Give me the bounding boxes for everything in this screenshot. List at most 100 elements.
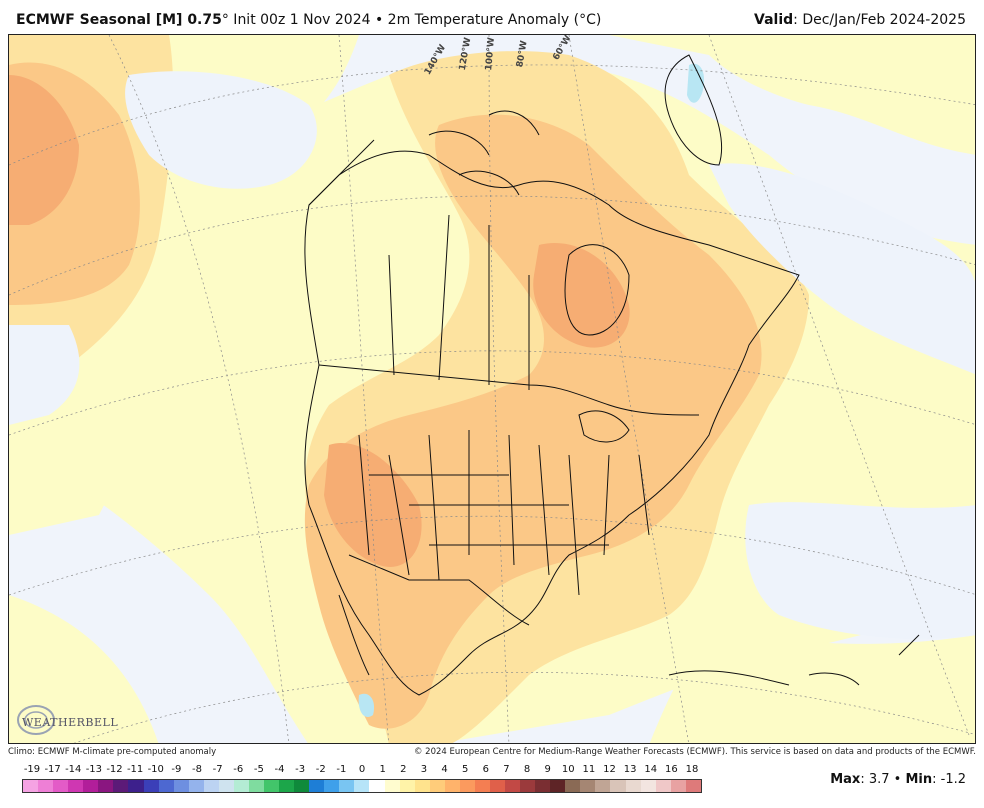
anomaly-region-cold	[687, 63, 705, 103]
scale-tick-label: 4	[441, 764, 448, 775]
scale-tick-label: -3	[295, 764, 306, 775]
valid-label: Valid	[754, 12, 794, 28]
scale-swatch	[565, 780, 581, 792]
climo-note: Climo: ECMWF M-climate pre-computed anom…	[8, 747, 217, 757]
scale-swatch	[670, 780, 686, 792]
scale-swatch	[294, 780, 310, 792]
scale-swatch	[354, 780, 370, 792]
scale-swatch	[640, 780, 656, 792]
valid-value: : Dec/Jan/Feb 2024-2025	[793, 12, 966, 28]
scale-tick-label: -7	[212, 764, 223, 775]
min-label: Min	[905, 772, 933, 787]
scale-tick-label: -2	[315, 764, 326, 775]
scale-swatch	[505, 780, 521, 792]
scale-swatch	[655, 780, 671, 792]
scale-swatch	[339, 780, 355, 792]
scale-swatch	[248, 780, 264, 792]
scale-swatch	[113, 780, 129, 792]
scale-swatch	[143, 780, 159, 792]
scale-tick-label: -12	[106, 764, 123, 775]
header: ECMWF Seasonal [M] 0.75° Init 00z 1 Nov …	[0, 0, 984, 34]
scale-tick-label: -11	[126, 764, 144, 775]
graticule	[9, 35, 975, 743]
scale-swatch	[489, 780, 505, 792]
scale-tick-label: 8	[523, 764, 531, 775]
scale-tick-label: -10	[147, 764, 164, 775]
scale-swatch	[233, 780, 249, 792]
scale-swatch	[369, 780, 385, 792]
scale-swatch	[535, 780, 551, 792]
scale-swatch	[324, 780, 340, 792]
scale-bar	[22, 779, 702, 793]
scale-swatch	[53, 780, 69, 792]
logo-text: WEATHERBELL	[22, 716, 119, 729]
scale-swatch	[685, 780, 701, 792]
credits: Climo: ECMWF M-climate pre-computed anom…	[8, 745, 976, 759]
scale-swatch	[625, 780, 641, 792]
hudson-bay	[564, 244, 630, 336]
scale-swatch	[173, 780, 189, 792]
scale-swatch	[68, 780, 84, 792]
scale-tick-label: 3	[420, 764, 428, 775]
scale-swatch	[188, 780, 204, 792]
scale-tick-label: 6	[482, 764, 489, 775]
scale-tick-label: -19	[23, 764, 41, 775]
scale-tick-label: -17	[44, 764, 61, 775]
color-scale: -19 -17 -14 -13 -12 -11 -10 -9 -8 -7 -6 -5 -4 -3 -2 -1 0…	[22, 764, 702, 796]
us-mexico-border	[348, 554, 530, 626]
scale-tick-label: -5	[253, 764, 264, 775]
scale-swatch	[218, 780, 234, 792]
scale-swatch	[429, 780, 445, 792]
great-lakes	[578, 410, 630, 443]
scale-tick-label: -13	[85, 764, 103, 775]
greenland-coast	[664, 54, 723, 166]
province-lines	[388, 214, 530, 390]
anomaly-region-pale-yellow	[9, 35, 975, 155]
scale-swatch	[580, 780, 596, 792]
scale-swatch	[23, 780, 39, 792]
copyright-note: © 2024 European Centre for Medium-Range …	[413, 747, 976, 757]
baja-california	[338, 594, 370, 676]
scale-swatch	[203, 780, 219, 792]
anomaly-region-pale-yellow	[9, 595, 159, 743]
scale-swatch	[595, 780, 611, 792]
scale-swatch	[459, 780, 475, 792]
scale-swatch	[610, 780, 626, 792]
scale-tick-label: 10	[561, 764, 575, 775]
model-name: ECMWF Seasonal [M] 0.75	[16, 12, 222, 28]
alaska-border	[308, 139, 375, 206]
anomaly-region-neutral	[709, 163, 975, 375]
scale-tick-label: 11	[582, 764, 596, 775]
scale-tick-label: -1	[336, 764, 347, 775]
scale-swatch	[444, 780, 460, 792]
scale-swatch	[38, 780, 54, 792]
scale-swatch	[309, 780, 325, 792]
scale-tick-label: 12	[603, 764, 616, 775]
scale-tick-label: 5	[461, 764, 469, 775]
boundaries	[304, 54, 920, 696]
scale-swatch	[414, 780, 430, 792]
scale-tick-label: 16	[665, 764, 678, 775]
arctic-islands	[428, 110, 540, 196]
state-lines	[358, 430, 650, 596]
anomaly-map[interactable]: 140°W 120°W 100°W 80°W 60°W	[8, 34, 976, 744]
scale-tick-label: 2	[400, 764, 407, 775]
scale-tick-label: 14	[644, 764, 658, 775]
anomaly-region-pale-yellow	[649, 635, 975, 743]
scale-tick-label: 13	[623, 764, 637, 775]
scale-swatch	[550, 780, 566, 792]
valid-period: Valid: Dec/Jan/Feb 2024-2025	[754, 12, 966, 28]
scale-tick-label: 0	[358, 764, 366, 775]
anomaly-region-deep-orange	[324, 443, 422, 567]
min-value: : -1.2	[932, 772, 966, 787]
anomaly-region-orange	[304, 114, 762, 729]
scale-swatch	[128, 780, 144, 792]
scale-tick-label: 9	[544, 764, 551, 775]
scale-tick-label: 7	[503, 764, 510, 775]
scale-tick-label: 1	[379, 764, 386, 775]
map-title: ECMWF Seasonal [M] 0.75° Init 00z 1 Nov …	[16, 12, 601, 28]
anomaly-region-cold	[358, 693, 375, 717]
max-label: Max	[830, 772, 861, 787]
scale-swatch	[474, 780, 490, 792]
title-details: ° Init 00z 1 Nov 2024 • 2m Temperature A…	[221, 12, 602, 28]
